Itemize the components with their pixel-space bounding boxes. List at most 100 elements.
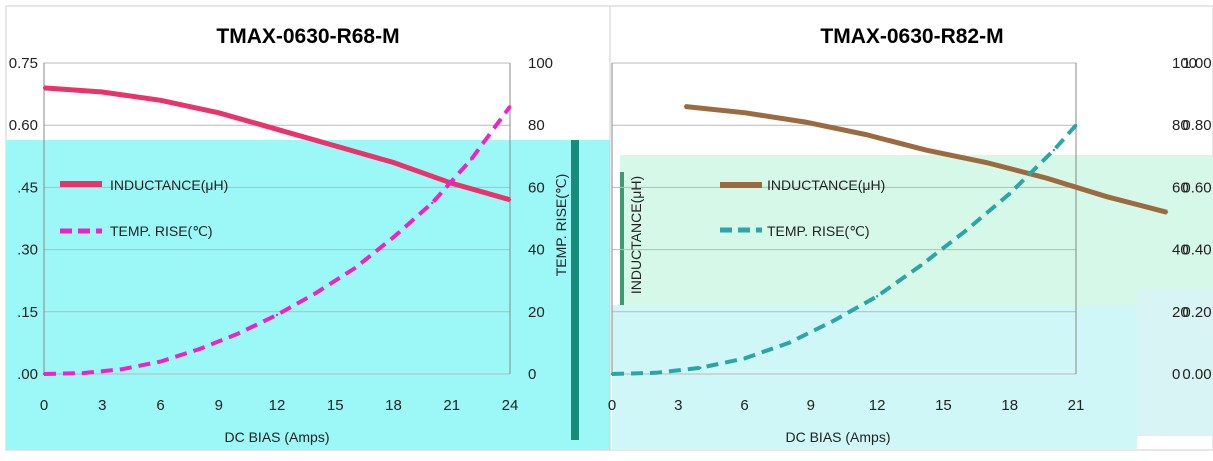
x-tick-label: 18 [1001, 397, 1018, 414]
inductance-point [392, 161, 395, 164]
y-tick-label: 0.20 [1182, 304, 1211, 321]
gridlines [43, 62, 511, 375]
temp-rise-point [198, 347, 201, 351]
temp-rise-point [1074, 124, 1078, 127]
y-tick-label: 1.00 [1182, 55, 1211, 72]
y2-tick-label: 100 [1172, 55, 1197, 72]
temp-rise-point [314, 291, 317, 295]
y2-tick-label: 20 [1172, 304, 1189, 321]
legend-inductance-label: INDUCTANCE(μH) [767, 177, 885, 193]
temp-rise-point [353, 267, 356, 270]
temp-rise-point [275, 313, 279, 317]
temp-rise-point [1008, 192, 1011, 195]
y2-tick-label: 80 [1172, 117, 1189, 134]
y-tick-label: .15 [17, 304, 38, 321]
x-tick-label: 21 [443, 397, 460, 414]
inductance-point [1045, 176, 1048, 180]
inductance-point [334, 144, 337, 148]
x-tick-label: 18 [385, 397, 402, 414]
y2-tick-label: 60 [1172, 179, 1189, 196]
y2-tick-label: 100 [528, 55, 553, 72]
temp-rise-point [1052, 148, 1056, 152]
inductance-point [275, 128, 279, 131]
y-tick-label: 0.00 [1182, 366, 1211, 383]
y2-tick-label: 60 [528, 179, 545, 196]
overlay-edge-bar [620, 172, 624, 305]
temp-rise-point [237, 332, 240, 335]
temp-rise-point [920, 263, 923, 267]
inductance-point [924, 148, 928, 152]
y-tick-label: 0.40 [1182, 242, 1211, 259]
x-tick-label: 24 [502, 397, 519, 414]
x-tick-label: 0 [608, 397, 616, 414]
x-tick-label: 9 [215, 397, 223, 414]
legend-temp-label: TEMP. RISE(℃) [767, 223, 870, 239]
x-axis-label: DC BIAS (Amps) [785, 429, 890, 445]
temp-rise-point [743, 357, 746, 360]
y2-tick-label: 80 [528, 117, 545, 134]
temp-rise-point [470, 158, 473, 161]
inductance-point [744, 111, 747, 115]
x-tick-label: 6 [740, 397, 748, 414]
y2-tick-label: 20 [528, 304, 545, 321]
x-tick-label: 12 [269, 397, 286, 414]
y-axis-label: INDUCTANCE(μH) [628, 176, 644, 294]
temp-rise-point [699, 366, 702, 369]
inductance-point [101, 90, 104, 94]
series-marks [42, 85, 512, 376]
temp-rise-point [964, 229, 967, 233]
y2-tick-label: 40 [1172, 242, 1189, 259]
temp-rise-point [392, 236, 395, 239]
inductance-point [159, 99, 162, 102]
inductance-point [864, 133, 867, 136]
tick-labels: 0 3 6 9 12 15 18 21 0.00 0.20 0.40 0.60 0.80 1.00 0 20 4… [608, 55, 1212, 414]
x-tick-label: 21 [1068, 397, 1085, 414]
overlay-side-right [1137, 290, 1213, 436]
separator-bar [571, 140, 579, 440]
legend: INDUCTANCE(μH) TEMP. RISE(℃) [720, 177, 885, 239]
tick-labels: 0 3 6 9 12 15 18 21 24 .00 .15 .30 .45 0.60 0.75 0 20 40 6… [9, 55, 553, 414]
x-tick-label: 9 [807, 397, 815, 414]
temp-rise-point [120, 368, 123, 371]
inductance-point [804, 120, 807, 124]
temp-rise-point [508, 105, 512, 108]
inductance-point [985, 161, 988, 164]
legend: INDUCTANCE(μH) TEMP. RISE(℃) [60, 177, 228, 239]
x-tick-label: 0 [40, 397, 48, 414]
inductance-point [1165, 211, 1169, 214]
y-tick-label: .45 [17, 179, 38, 196]
x-tick-label: 6 [156, 397, 164, 414]
chart-title: TMAX-0630-R68-M [216, 25, 399, 48]
y-tick-label: .30 [17, 242, 38, 259]
x-axis-label: DC BIAS (Amps) [224, 429, 329, 445]
temp-rise-point [431, 201, 434, 205]
legend-inductance-label: INDUCTANCE(μH) [110, 177, 228, 193]
temp-rise-point [875, 295, 879, 298]
series-marks [610, 104, 1169, 376]
temp-rise-point [42, 372, 46, 376]
inductance-point [217, 111, 220, 115]
y2-tick-label: 0 [1172, 366, 1180, 383]
chart-r68: TMAX-0630-R68-M INDUCTANCE(μH) TEMP. RIS… [5, 5, 611, 451]
x-tick-label: 15 [935, 397, 952, 414]
temp-rise-point [81, 371, 85, 375]
series-temp-rise-line [611, 123, 1078, 376]
y2-tick-label: 40 [528, 242, 545, 259]
inductance-point [42, 86, 46, 90]
y2-axis-label: TEMP. RISE(℃) [553, 174, 569, 277]
y-tick-label: 0.80 [1182, 117, 1211, 134]
y-tick-label: 0.60 [9, 117, 38, 134]
temp-rise-point [655, 371, 658, 374]
chart-r82: TMAX-0630-R82-M INDUCTANCE(μH) TEMP. RIS… [608, 5, 1213, 451]
inductance-point [508, 198, 512, 201]
y-tick-label: 0.60 [1182, 179, 1211, 196]
legend-temp-label: TEMP. RISE(℃) [110, 223, 213, 239]
y-tick-label: 0.75 [9, 55, 38, 72]
inductance-point [683, 105, 687, 108]
overlay-block-green [620, 155, 1213, 305]
x-tick-label: 15 [327, 397, 344, 414]
x-tick-label: 3 [98, 397, 106, 414]
x-tick-label: 3 [674, 397, 682, 414]
overlay-block [6, 140, 610, 450]
